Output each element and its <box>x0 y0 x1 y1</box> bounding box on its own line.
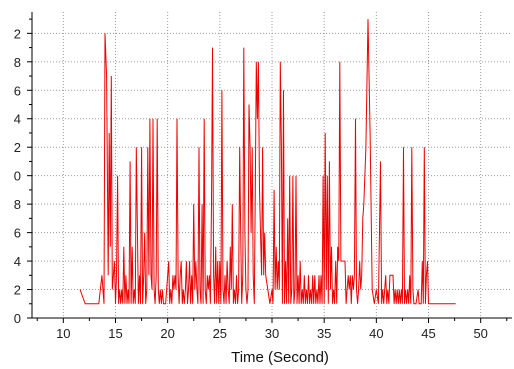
y-tick-label: 2 <box>14 26 21 41</box>
x-tick-label: 35 <box>317 326 331 341</box>
x-tick-label: 20 <box>160 326 174 341</box>
grid-lines <box>32 12 512 318</box>
x-tick-label: 10 <box>56 326 70 341</box>
y-axis-tick-labels: 0 2 4 6 8 0 2 4 6 8 2 <box>14 26 21 326</box>
y-tick-label: 0 <box>14 311 21 326</box>
y-tick-label: 2 <box>14 140 21 155</box>
y-axis-ticks <box>27 18 32 319</box>
x-tick-label: 25 <box>213 326 227 341</box>
y-tick-label: 4 <box>14 112 21 127</box>
y-tick-label: 0 <box>14 169 21 184</box>
y-tick-label: 4 <box>14 254 21 269</box>
y-tick-label: 8 <box>14 55 21 70</box>
x-tick-label: 40 <box>369 326 383 341</box>
x-tick-label: 15 <box>108 326 122 341</box>
y-tick-label: 8 <box>14 197 21 212</box>
x-tick-label: 45 <box>421 326 435 341</box>
y-tick-label: 6 <box>14 83 21 98</box>
x-axis-ticks <box>36 318 508 323</box>
x-tick-label: 30 <box>265 326 279 341</box>
x-axis-label: Time (Second) <box>231 349 329 366</box>
x-axis-tick-labels: 10 15 20 25 30 35 40 45 50 <box>56 326 488 341</box>
x-tick-label: 50 <box>473 326 487 341</box>
y-tick-label: 2 <box>14 283 21 298</box>
y-tick-label: 6 <box>14 226 21 241</box>
series-line <box>79 19 456 305</box>
